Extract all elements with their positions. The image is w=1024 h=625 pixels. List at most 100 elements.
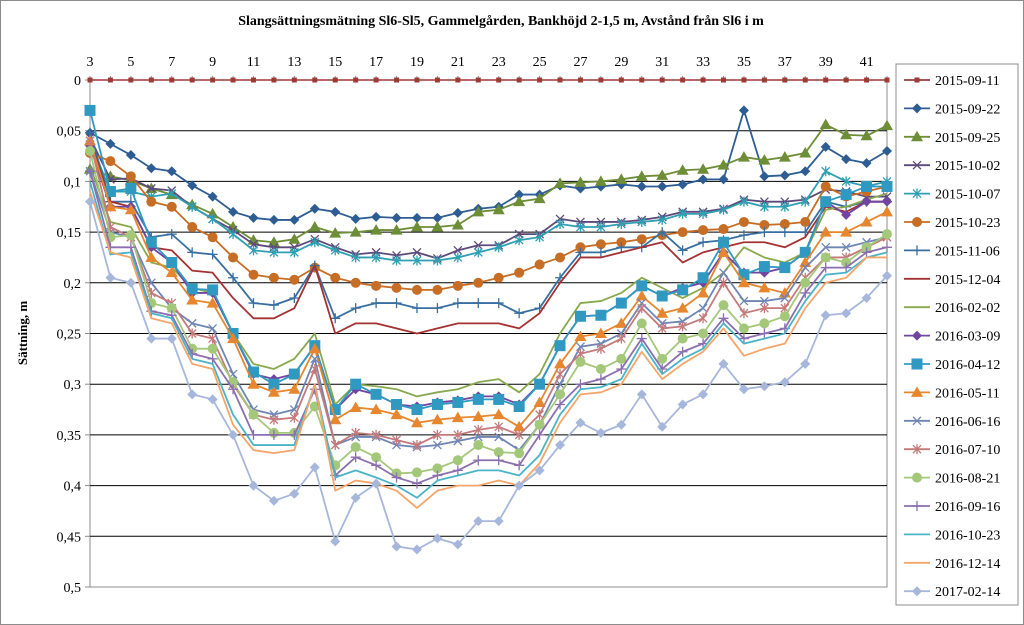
- data-point: [353, 77, 359, 83]
- legend-label: 2016-04-12: [935, 358, 1000, 373]
- x-tick-label: 7: [168, 55, 175, 70]
- y-tick-label: 0: [74, 74, 81, 89]
- legend-label: 2015-09-11: [935, 74, 1000, 89]
- data-point: [473, 298, 484, 309]
- legend-item: 2016-05-11: [904, 386, 1000, 401]
- data-point: [84, 104, 96, 116]
- data-point: [677, 399, 688, 410]
- data-point: [595, 427, 606, 438]
- data-point: [390, 408, 403, 420]
- legend-marker: [912, 103, 922, 114]
- data-point: [759, 381, 770, 392]
- data-point: [411, 467, 422, 478]
- gridlines: [90, 130, 887, 537]
- data-point: [779, 170, 790, 181]
- data-point: [860, 215, 873, 227]
- data-point: [737, 151, 750, 162]
- data-point: [697, 272, 709, 284]
- data-point: [207, 232, 218, 243]
- legend-marker: [912, 330, 922, 341]
- data-point: [268, 272, 279, 283]
- data-point: [779, 218, 790, 229]
- data-point: [657, 214, 667, 225]
- data-point: [656, 290, 668, 302]
- data-point: [758, 154, 771, 165]
- legend: 2015-09-11 2015-09-22 2015-09-25 2015-10-02…: [904, 74, 1000, 600]
- legend-marker: [914, 77, 920, 83]
- data-point: [268, 429, 279, 440]
- x-tick-label: 33: [696, 55, 710, 70]
- data-point: [657, 353, 668, 364]
- data-point: [451, 411, 464, 423]
- data-point: [535, 409, 545, 420]
- legend-marker: [912, 217, 922, 227]
- data-point: [554, 340, 566, 352]
- data-point: [595, 309, 607, 321]
- data-point: [864, 77, 870, 83]
- data-point: [718, 313, 729, 324]
- legend-item: 2015-10-02: [904, 159, 1000, 174]
- data-point: [208, 333, 218, 344]
- data-point: [370, 388, 382, 400]
- data-point: [717, 159, 730, 170]
- series-2015-09-11: [87, 77, 890, 83]
- data-point: [759, 220, 770, 231]
- data-point: [759, 328, 770, 339]
- data-point: [861, 293, 872, 304]
- data-point: [780, 201, 790, 212]
- data-point: [537, 77, 543, 83]
- series-line: [89, 140, 887, 335]
- legend-label: 2015-09-22: [935, 102, 1000, 117]
- data-point: [698, 208, 708, 219]
- data-point: [840, 189, 852, 201]
- data-point: [739, 308, 749, 319]
- data-point: [350, 492, 361, 503]
- x-tick-label: 29: [614, 55, 628, 70]
- data-point: [350, 378, 362, 390]
- data-point: [779, 262, 791, 274]
- x-tick-label: 35: [737, 55, 751, 70]
- data-point: [492, 408, 505, 420]
- legend-item: 2015-09-11: [904, 74, 1000, 89]
- data-point: [575, 242, 586, 253]
- data-point: [635, 289, 648, 301]
- data-point: [452, 396, 464, 408]
- series-2015-09-25: [84, 118, 893, 247]
- legend-marker: [912, 472, 922, 483]
- data-point: [616, 218, 626, 229]
- data-point: [493, 298, 504, 309]
- data-point: [841, 209, 852, 220]
- data-point: [309, 203, 320, 214]
- data-point: [861, 180, 873, 192]
- series-2016-10-23: [89, 181, 888, 499]
- data-point: [411, 478, 422, 489]
- data-point: [676, 302, 689, 313]
- x-tick-label: 27: [573, 55, 587, 70]
- data-point: [104, 200, 117, 212]
- y-tick-label: 0,25: [57, 328, 82, 343]
- data-point: [799, 246, 811, 258]
- data-point: [861, 247, 872, 258]
- data-point: [739, 196, 749, 207]
- x-tick-label: 41: [860, 55, 874, 70]
- data-point: [228, 206, 239, 217]
- data-point: [125, 277, 136, 288]
- data-point: [554, 177, 567, 188]
- data-point: [146, 163, 157, 174]
- data-point: [800, 196, 810, 207]
- data-point: [187, 318, 197, 328]
- data-point: [823, 77, 829, 83]
- data-point: [350, 452, 361, 463]
- data-point: [145, 236, 157, 248]
- data-point: [800, 166, 811, 177]
- legend-label: 2016-06-16: [935, 415, 1000, 430]
- data-point: [493, 447, 504, 458]
- data-point: [841, 176, 851, 187]
- data-point: [494, 242, 504, 253]
- data-point: [432, 212, 443, 223]
- x-tick-label: 15: [328, 55, 342, 70]
- data-point: [452, 455, 463, 466]
- data-point: [882, 270, 892, 281]
- data-point: [452, 298, 463, 309]
- data-point: [881, 205, 893, 217]
